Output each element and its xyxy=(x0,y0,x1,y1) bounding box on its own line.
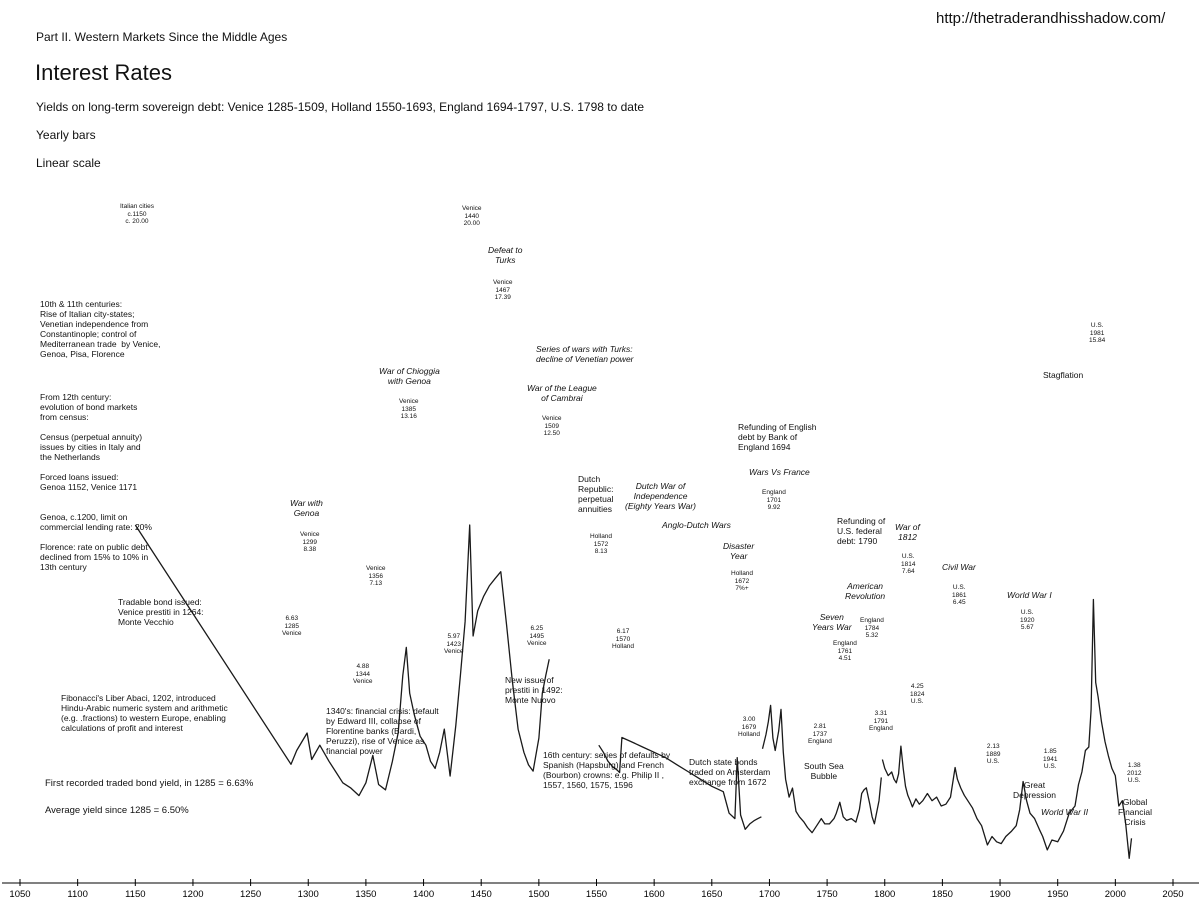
chart-subtitle: Yields on long-term sovereign debt: Veni… xyxy=(36,100,644,114)
x-tick-label-1150: 1150 xyxy=(125,889,145,900)
event-south-sea-bubble: South Sea Bubble xyxy=(804,761,844,781)
event-wars-vs-france: Wars Vs France xyxy=(749,467,810,477)
series-line-3 xyxy=(761,704,882,834)
event-defeat-to-turks: Defeat to Turks xyxy=(488,245,523,265)
x-tick-label-1100: 1100 xyxy=(67,889,87,900)
point-label-venice-1509: Venice 1509 12.50 xyxy=(542,415,562,437)
series-line-1 xyxy=(134,524,550,797)
point-label-us-1814: U.S. 1814 7.64 xyxy=(901,553,916,575)
note-bond-markets: From 12th century: evolution of bond mar… xyxy=(40,392,138,422)
point-label-venice-1299: Venice 1299 8.38 xyxy=(300,531,320,553)
point-label-holland-1572: Holland 1572 8.13 xyxy=(590,533,613,555)
point-label-england-1701: England 1701 9.92 xyxy=(762,489,786,511)
note-fibonacci: Fibonacci's Liber Abaci, 1202, introduce… xyxy=(61,693,228,733)
point-label-us-1981: U.S. 1981 15.84 xyxy=(1089,322,1106,344)
scale-label: Linear scale xyxy=(36,156,101,170)
x-tick-label-1750: 1750 xyxy=(817,889,838,900)
event-anglo-dutch-wars: Anglo-Dutch Wars xyxy=(662,520,731,530)
point-label-holland-1679: 3.00 1679 Holland xyxy=(738,716,761,738)
stat-average-yield: Average yield since 1285 = 6.50% xyxy=(45,805,189,816)
note-refunding-us-debt: Refunding of U.S. federal debt: 1790 xyxy=(837,516,886,546)
note-city-states: 10th & 11th centuries: Rise of Italian c… xyxy=(40,299,161,359)
event-world-war-1: World War I xyxy=(1007,590,1052,600)
series-line-2 xyxy=(598,736,762,830)
x-tick-label-1800: 1800 xyxy=(874,889,895,900)
note-tradable-bond: Tradable bond issued: Venice prestiti in… xyxy=(118,597,204,627)
event-war-of-chioggia: War of Chioggia with Genoa xyxy=(379,366,440,386)
point-label-us-1889: 2.13 1889 U.S. xyxy=(986,743,1001,765)
point-label-venice-1356: Venice 1356 7.13 xyxy=(366,565,386,587)
note-monte-nuovo: New issue of prestiti in 1492: Monte Nuo… xyxy=(505,675,563,705)
event-seven-years-war: Seven Years War xyxy=(812,612,852,632)
point-label-venice-1440: Venice 1440 20.00 xyxy=(462,205,482,227)
note-florence: Florence: rate on public debt declined f… xyxy=(40,542,149,572)
note-census: Census (perpetual annuity) issues by cit… xyxy=(40,432,143,462)
point-label-us-2012: 1.38 2012 U.S. xyxy=(1127,762,1142,784)
x-tick-label-1500: 1500 xyxy=(528,889,549,900)
note-16th-century-defaults: 16th century: series of defaults by Span… xyxy=(543,750,671,790)
x-tick-label-1300: 1300 xyxy=(298,889,319,900)
series-layer xyxy=(134,524,1133,859)
point-label-us-1941: 1.85 1941 U.S. xyxy=(1043,748,1058,770)
event-stagflation: Stagflation xyxy=(1043,370,1084,380)
x-tick-label-1850: 1850 xyxy=(932,889,953,900)
x-tick-label-2050: 2050 xyxy=(1162,889,1183,900)
x-tick-label-1400: 1400 xyxy=(413,889,434,900)
note-dutch-republic: Dutch Republic: perpetual annuities xyxy=(578,474,614,514)
point-label-venice-1423: 5.97 1423 Venice xyxy=(444,633,464,655)
event-dutch-independence: Dutch War of Independence (Eighty Years … xyxy=(625,481,697,511)
point-label-italian-cities-1150: Italian cities c.1150 c. 20.00 xyxy=(120,203,154,225)
x-tick-label-1350: 1350 xyxy=(355,889,376,900)
point-label-england-1761: England 1761 4.51 xyxy=(833,640,857,662)
event-wars-with-turks: Series of wars with Turks: decline of Ve… xyxy=(536,344,634,364)
event-league-of-cambrai: War of the League of Cambrai xyxy=(527,383,597,403)
x-tick-label-1200: 1200 xyxy=(182,889,203,900)
point-label-holland-1672: Holland 1672 7%+ xyxy=(731,570,754,592)
point-label-england-1784: England 1784 5.32 xyxy=(860,617,884,639)
point-label-us-1920: U.S. 1920 5.67 xyxy=(1020,609,1035,631)
point-label-venice-1285: 6.63 1285 Venice xyxy=(282,615,302,637)
point-label-venice-1467: Venice 1467 17.39 xyxy=(493,279,513,301)
point-label-us-1824: 4.25 1824 U.S. xyxy=(910,683,925,705)
event-disaster-year: Disaster Year xyxy=(723,541,755,561)
note-1340s-crisis: 1340's: financial crisis: default by Edw… xyxy=(326,706,439,756)
event-civil-war: Civil War xyxy=(942,562,976,572)
note-forced-loans: Forced loans issued: Genoa 1152, Venice … xyxy=(40,472,138,492)
note-genoa-limit: Genoa, c.1200, limit on commercial lendi… xyxy=(40,512,152,532)
event-war-with-genoa: War with Genoa xyxy=(290,498,323,518)
note-dutch-state-bonds: Dutch state bonds traded on Amsterdam ex… xyxy=(689,757,771,787)
x-tick-label-1950: 1950 xyxy=(1047,889,1068,900)
x-tick-label-2000: 2000 xyxy=(1105,889,1126,900)
x-tick-label-1600: 1600 xyxy=(644,889,665,900)
event-great-depression: Great Depression xyxy=(1013,780,1056,800)
point-label-england-1791: 3.31 1791 England xyxy=(869,710,893,732)
point-label-england-1737: 2.81 1737 England xyxy=(808,723,832,745)
stat-first-yield: First recorded traded bond yield, in 128… xyxy=(45,778,254,789)
x-tick-label-1650: 1650 xyxy=(701,889,722,900)
point-label-venice-1495: 6.25 1495 Venice xyxy=(527,625,547,647)
chart-title: Interest Rates xyxy=(35,60,172,85)
event-global-financial-crisis: Global Financial Crisis xyxy=(1118,797,1153,827)
series-line-4 xyxy=(881,598,1133,859)
event-war-of-1812: War of 1812 xyxy=(895,522,920,542)
x-tick-label-1550: 1550 xyxy=(586,889,607,900)
x-tick-label-1450: 1450 xyxy=(471,889,492,900)
x-tick-label-1050: 1050 xyxy=(9,889,30,900)
event-world-war-2: World War II xyxy=(1041,807,1089,817)
x-tick-label-1250: 1250 xyxy=(240,889,261,900)
point-label-holland-1570: 6.17 1570 Holland xyxy=(612,628,635,650)
point-label-venice-1385: Venice 1385 13.16 xyxy=(399,398,419,420)
point-label-us-1861: U.S. 1861 6.45 xyxy=(952,584,967,606)
bar-type-label: Yearly bars xyxy=(36,128,96,142)
note-refunding-english-debt: Refunding of English debt by Bank of Eng… xyxy=(738,422,817,452)
source-url: http://thetraderandhisshadow.com/ xyxy=(936,10,1166,27)
section-label: Part II. Western Markets Since the Middl… xyxy=(36,30,288,44)
event-american-revolution: American Revolution xyxy=(845,581,886,601)
x-tick-label-1700: 1700 xyxy=(759,889,780,900)
x-tick-label-1900: 1900 xyxy=(989,889,1010,900)
x-axis: 1050 1100 1150 1200 1250 1300 1350 1400 1450 1500… xyxy=(2,879,1199,900)
point-label-venice-1344: 4.88 1344 Venice xyxy=(353,663,373,685)
